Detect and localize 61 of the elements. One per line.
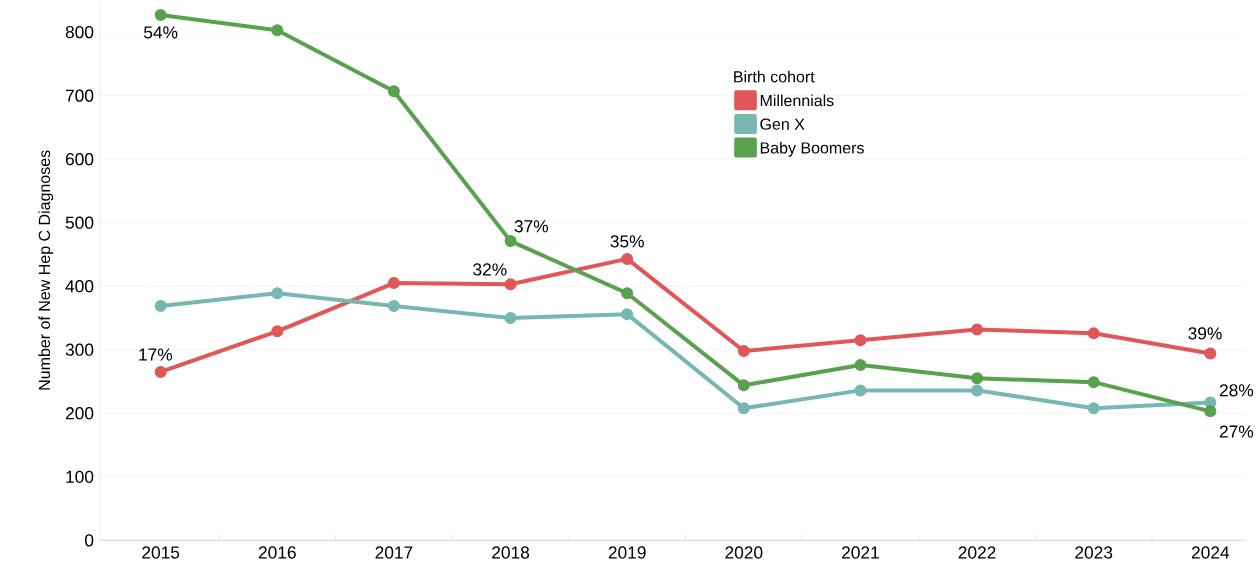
- x-tick-label: 2017: [375, 546, 413, 559]
- y-axis-title: Number of New Hep C Diagnoses: [38, 150, 54, 390]
- legend-label: Gen X: [760, 118, 805, 130]
- y-tick-label: 400: [65, 280, 94, 293]
- point: [737, 379, 750, 392]
- point: [1087, 376, 1100, 389]
- annotation: 35%: [610, 235, 644, 248]
- x-tick-label: 2021: [842, 546, 879, 559]
- point: [271, 325, 284, 338]
- point: [854, 358, 867, 371]
- point: [737, 345, 750, 358]
- point: [154, 299, 167, 312]
- point: [971, 323, 984, 336]
- x-tick-label: 2015: [142, 546, 180, 559]
- y-tick-label: 100: [66, 470, 94, 483]
- x-tick-label: 2024: [1191, 546, 1230, 559]
- y-tick-label: 800: [65, 25, 94, 39]
- point: [154, 365, 167, 378]
- point: [271, 287, 284, 300]
- point: [621, 287, 634, 300]
- y-tick-label: 300: [65, 343, 94, 356]
- annotation: 39%: [1188, 327, 1222, 340]
- legend-label: Baby Boomers: [760, 141, 864, 157]
- y-tick-label: 700: [65, 89, 94, 102]
- point: [271, 24, 284, 37]
- x-tick-label: 2016: [258, 546, 296, 559]
- x-tick-label: 2023: [1075, 546, 1113, 559]
- x-tick-label: 2019: [608, 546, 646, 559]
- annotation: 54%: [144, 26, 178, 39]
- annotation: 37%: [514, 220, 549, 233]
- annotation: 32%: [473, 263, 507, 276]
- point: [621, 252, 634, 265]
- y-tick-label: 500: [65, 216, 94, 229]
- annotation: 17%: [139, 348, 173, 361]
- point: [387, 299, 400, 312]
- point: [387, 277, 400, 290]
- y-tick-label: 600: [65, 153, 94, 166]
- point: [1087, 402, 1100, 415]
- annotation: 28%: [1219, 384, 1254, 397]
- annotation: 27%: [1219, 425, 1254, 438]
- point: [971, 372, 984, 385]
- point: [854, 334, 867, 347]
- y-tick-label: 200: [65, 407, 94, 420]
- point: [154, 8, 167, 21]
- point: [504, 278, 517, 291]
- point: [504, 311, 517, 324]
- point: [1204, 405, 1217, 418]
- point: [854, 384, 867, 397]
- legend-label: Millennials: [760, 94, 834, 107]
- legend-title: Birth cohort: [734, 70, 815, 83]
- x-tick-label: 2022: [958, 546, 996, 559]
- point: [1087, 327, 1100, 340]
- point: [1204, 347, 1217, 360]
- x-tick-label: 2018: [492, 546, 530, 559]
- x-tick-label: 2020: [725, 546, 763, 559]
- point: [737, 402, 750, 415]
- point: [387, 85, 400, 98]
- y-tick-label: 0: [85, 534, 94, 547]
- point: [971, 384, 984, 397]
- point: [621, 308, 634, 321]
- point: [504, 235, 517, 248]
